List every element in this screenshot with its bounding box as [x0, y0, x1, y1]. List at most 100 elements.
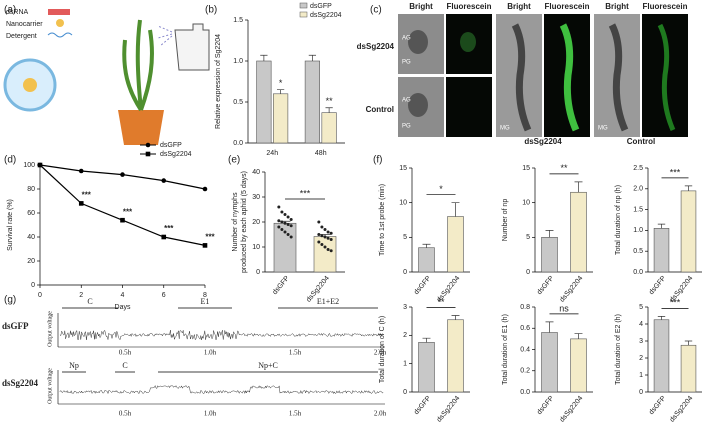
- row-label: Control: [366, 105, 394, 114]
- time-label: 1.5h: [289, 410, 302, 418]
- significance: **: [437, 297, 445, 307]
- line: [39, 164, 206, 190]
- x-tick-label: dsSg2204: [436, 395, 462, 424]
- error-bar: [657, 223, 666, 229]
- phase-label: E1+E2: [317, 297, 339, 306]
- error-bar: [684, 340, 693, 346]
- marker: [145, 142, 151, 148]
- y-tick-label: 0: [639, 389, 643, 396]
- error-bar: [422, 337, 431, 343]
- data-point: [280, 220, 284, 224]
- detergent-icon: [47, 32, 73, 38]
- phase-label: C: [87, 297, 92, 306]
- y-tick-label: 5: [639, 304, 643, 311]
- y-label: Output voltage: [47, 368, 53, 404]
- y-tick-label: 1: [403, 361, 407, 368]
- nanocarrier-icon: [56, 19, 64, 27]
- significance: ***: [205, 233, 215, 242]
- bar: [570, 191, 587, 273]
- panel-label: (g): [4, 295, 16, 306]
- significance: ns: [559, 303, 569, 313]
- y-tick-label: 0.4: [520, 346, 530, 353]
- time-label: 1.5h: [289, 349, 302, 357]
- marker: [120, 217, 125, 223]
- y-tick-label: 1.0: [233, 58, 243, 65]
- y-tick-label: 3: [403, 304, 407, 311]
- y-tick-label: 2.0: [633, 186, 643, 193]
- bar: [256, 60, 272, 144]
- marker: [78, 201, 84, 206]
- error-bar: [276, 89, 285, 94]
- y-tick-label: 40: [27, 234, 35, 241]
- significance: ***: [164, 224, 174, 233]
- bottom-label: dsSg2204: [524, 137, 562, 146]
- error-bar: [684, 185, 693, 191]
- significance: **: [326, 96, 334, 106]
- bar: [447, 216, 464, 273]
- y-tick-label: 10: [252, 244, 260, 251]
- y-axis-label: Total duration of C (h): [379, 316, 386, 383]
- fluorescence: [657, 23, 676, 132]
- data-point: [323, 245, 327, 249]
- y-tick-label: 1: [639, 372, 643, 379]
- significance: ***: [123, 207, 133, 216]
- data-point: [277, 225, 281, 229]
- x-tick-label: 4: [121, 292, 125, 299]
- y-tick-label: 40: [252, 169, 260, 176]
- y-tick-label: 0: [403, 389, 407, 396]
- significance: **: [560, 163, 568, 173]
- x-tick-label: dsGFP: [413, 275, 433, 296]
- y-axis-label: Number of np: [502, 199, 509, 242]
- panel-label: (c): [370, 5, 382, 16]
- significance: *: [439, 184, 443, 194]
- legend-swatch: [299, 11, 308, 18]
- y-tick-label: 80: [27, 186, 35, 193]
- time-label: 2.0h: [374, 349, 387, 357]
- data-point: [323, 235, 327, 239]
- illustration-label: Nanocarrier: [6, 21, 43, 28]
- epg-trace: [59, 329, 384, 341]
- data-point: [280, 228, 284, 231]
- marker: [78, 168, 84, 174]
- legend-label: dsGFP: [310, 3, 332, 10]
- significance: *: [279, 78, 283, 88]
- y-label: Output voltage: [47, 311, 53, 347]
- gut: [511, 23, 532, 132]
- organ-label: AG: [402, 98, 411, 104]
- data-point: [329, 238, 333, 241]
- legend-label: dsGFP: [160, 142, 182, 149]
- y-tick-label: 0.6: [520, 325, 530, 332]
- x-tick-label: dsGFP: [648, 395, 668, 416]
- spray: [157, 25, 173, 47]
- organ-label: PG: [402, 60, 411, 66]
- data-point: [286, 215, 290, 219]
- marker: [37, 162, 43, 168]
- panel-label: (e): [228, 155, 240, 166]
- y-tick-label: 0.0: [633, 269, 643, 276]
- bar: [304, 60, 320, 144]
- bar: [541, 332, 558, 393]
- epg-trace: [59, 385, 384, 395]
- data-point: [286, 233, 290, 236]
- data-point: [317, 240, 321, 244]
- panel-label: (d): [4, 155, 16, 166]
- y-tick-label: 10: [399, 200, 407, 207]
- bar: [653, 319, 670, 393]
- panel-label: (a): [4, 5, 16, 16]
- phase-label: Np+C: [258, 361, 278, 370]
- column-header: Fluorescein: [545, 2, 590, 11]
- y-tick-label: 1.5: [633, 206, 643, 213]
- y-tick-label: 20: [252, 219, 260, 226]
- illustration-a: [3, 9, 210, 145]
- bar: [570, 338, 587, 393]
- error-bar: [451, 202, 460, 217]
- fluorescein-image: [446, 77, 492, 137]
- error-bar: [574, 181, 583, 193]
- data-point: [277, 205, 281, 209]
- x-tick-label: 24h: [266, 150, 278, 157]
- y-axis-label: Total duration of np (h): [615, 185, 622, 255]
- x-tick-label: 6: [162, 292, 166, 299]
- bar: [447, 319, 464, 393]
- data-point: [317, 233, 321, 236]
- organ-label: PG: [402, 124, 411, 130]
